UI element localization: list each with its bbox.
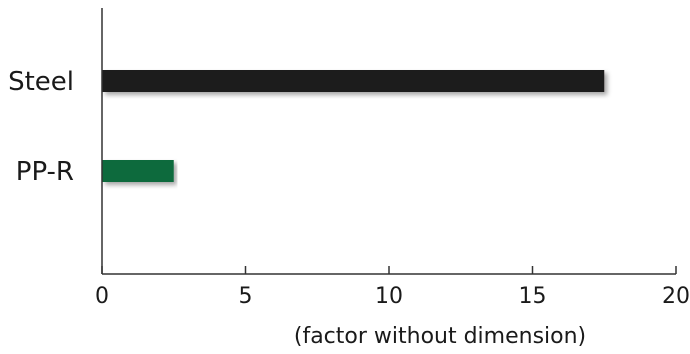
x-tick-label: 5 — [239, 284, 253, 309]
x-tick-label: 20 — [662, 284, 690, 309]
bars-group — [102, 70, 605, 182]
x-tick-label: 15 — [519, 284, 547, 309]
x-axis-title: (factor without dimension) — [294, 324, 586, 349]
category-label: Steel — [8, 67, 74, 97]
bar-steel — [102, 70, 605, 92]
category-label: PP-R — [16, 157, 74, 187]
x-axis-ticks: 0 5 10 15 20 — [95, 266, 690, 309]
x-tick-label: 10 — [375, 284, 403, 309]
bar-pp-r — [102, 160, 174, 182]
x-tick-label: 0 — [95, 284, 109, 309]
category-labels: Steel PP-R — [8, 67, 74, 187]
